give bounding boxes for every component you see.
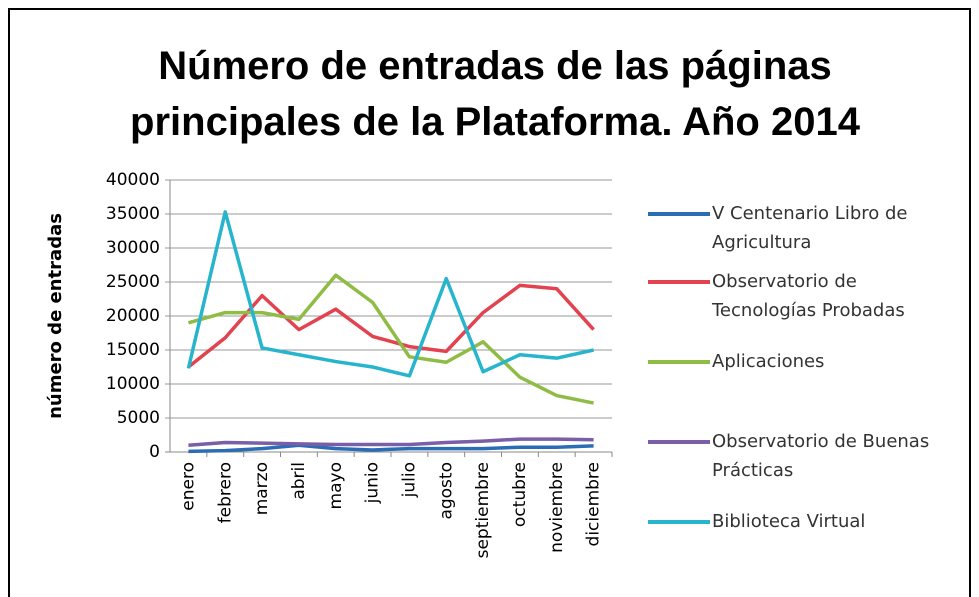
x-tick-label: abril <box>289 462 309 500</box>
legend-label: Observatorio de Buenas Prácticas <box>712 431 930 481</box>
y-tick-label: 5000 <box>117 408 160 428</box>
y-axis-label: número de entradas <box>45 213 66 419</box>
x-tick-label: julio <box>399 462 419 498</box>
legend-label: Observatorio de Tecnologías Probadas <box>712 271 905 321</box>
legend-label: Aplicaciones <box>712 351 825 372</box>
y-tick-label: 40000 <box>106 170 160 190</box>
legend-label: Biblioteca Virtual <box>712 511 866 532</box>
x-tick-label: mayo <box>326 462 346 509</box>
series-line <box>188 443 594 454</box>
chart-title: Número de entradas de las páginas princi… <box>130 44 860 144</box>
x-tick-label: noviembre <box>547 462 567 553</box>
x-tick-label: octubre <box>510 462 530 527</box>
x-tick-label: diciembre <box>584 462 604 546</box>
x-tick-label: enero <box>178 462 198 511</box>
x-tick-label: marzo <box>252 462 272 515</box>
series-line <box>187 283 595 369</box>
x-tick-label: septiembre <box>473 462 493 558</box>
series-line <box>186 210 594 378</box>
series-line <box>187 273 594 405</box>
y-tick-label: 30000 <box>106 238 160 258</box>
series-line <box>188 437 594 447</box>
y-tick-label: 25000 <box>106 272 160 292</box>
y-tick-label: 15000 <box>106 340 160 360</box>
y-tick-label: 20000 <box>106 306 160 326</box>
y-tick-label: 0 <box>149 442 160 462</box>
legend-label: V Centenario Libro de Agricultura <box>712 203 908 253</box>
x-tick-label: agosto <box>436 462 456 520</box>
x-tick-label: febrero <box>215 462 235 523</box>
frame <box>8 8 971 597</box>
y-tick-label: 35000 <box>106 204 160 224</box>
y-tick-label: 10000 <box>106 374 160 394</box>
x-tick-label: junio <box>363 462 383 504</box>
